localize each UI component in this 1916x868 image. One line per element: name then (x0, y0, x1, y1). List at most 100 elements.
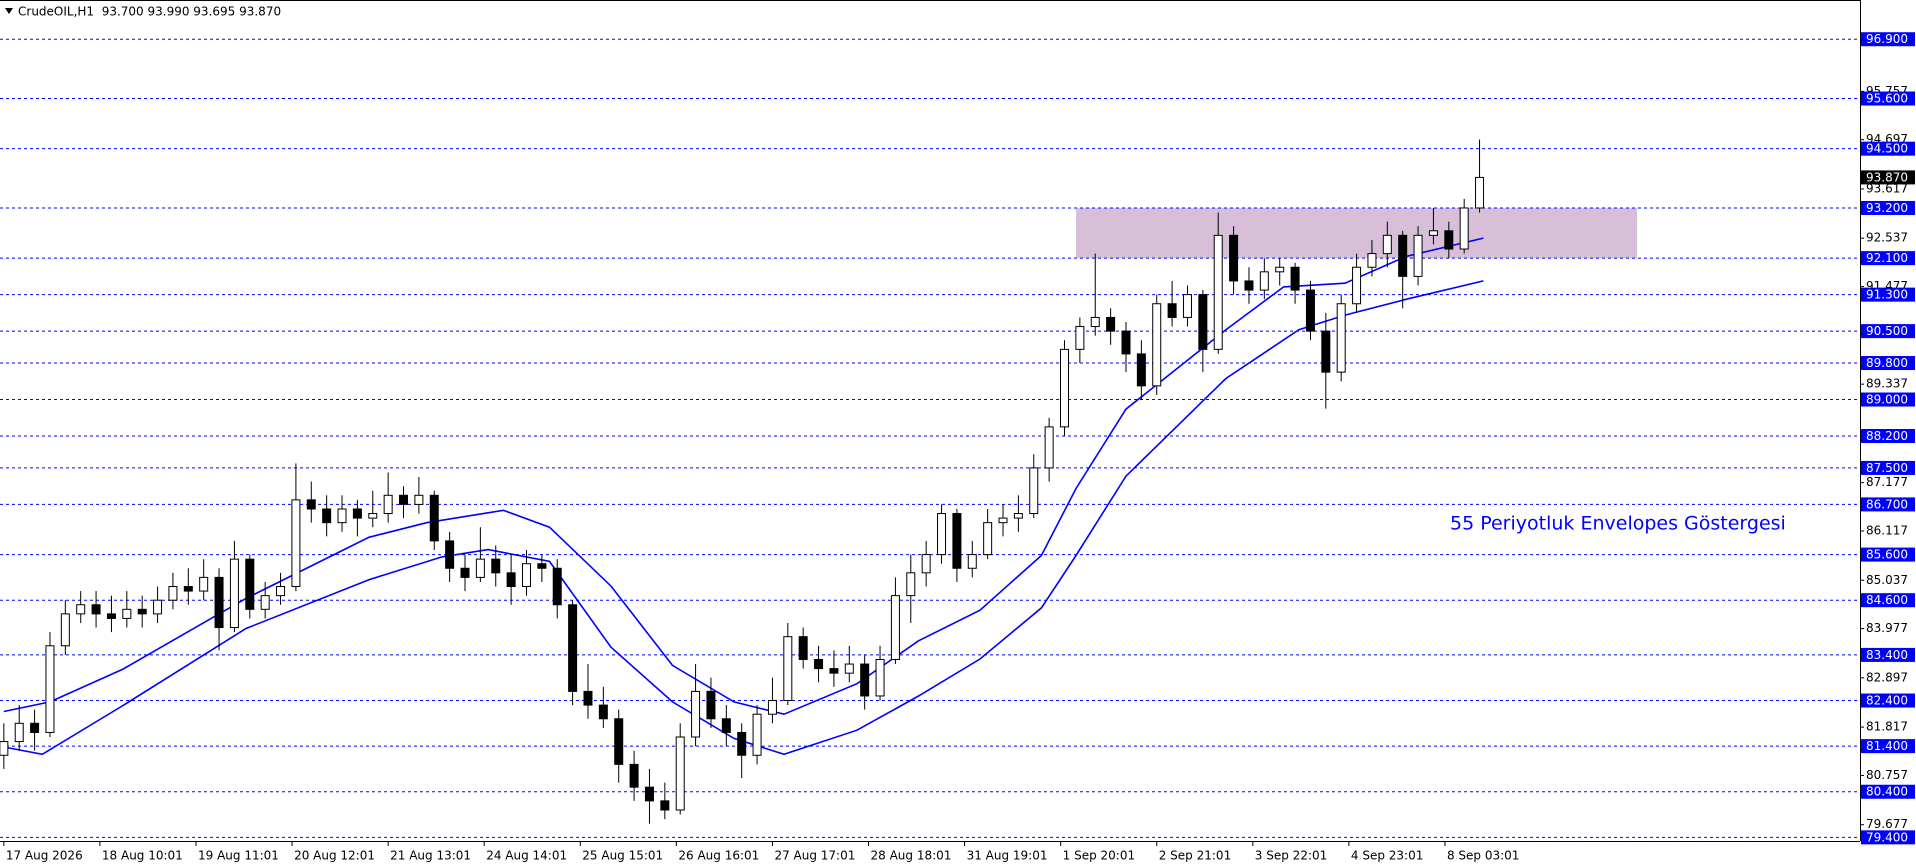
level-label: 85.600 (1866, 548, 1908, 562)
level-label-box (1861, 287, 1915, 302)
last-price-box (1861, 170, 1915, 185)
level-label: 89.000 (1866, 393, 1908, 407)
level-label: 82.400 (1866, 694, 1908, 708)
candle-body (1075, 326, 1085, 350)
candle-body (875, 658, 885, 697)
y-tick-label: 87.177 (1866, 475, 1908, 489)
candle-body (1060, 348, 1070, 428)
level-label-box (1861, 91, 1915, 106)
candle-body (0, 741, 9, 756)
candle-body (844, 663, 854, 674)
x-tick-label: 24 Aug 14:01 (486, 849, 567, 863)
level-label: 96.900 (1866, 32, 1908, 46)
candle-body (352, 508, 362, 519)
candle-body (337, 508, 347, 524)
candle-body (1290, 266, 1300, 291)
envelope-line (3, 280, 1484, 756)
level-label-box (1861, 356, 1915, 371)
candle-body (106, 613, 116, 619)
last-price-label: 93.870 (1866, 170, 1908, 184)
y-tick-label: 80.757 (1866, 768, 1908, 782)
candle-body (614, 718, 624, 765)
candle-body (1013, 513, 1023, 519)
candle-body (245, 558, 255, 610)
candle-body (1244, 280, 1254, 291)
candle-body (598, 704, 608, 720)
candle-body (921, 554, 931, 574)
candle-body (445, 540, 455, 569)
level-label-box (1861, 693, 1915, 708)
candle-body (291, 499, 301, 588)
level-label-box (1861, 141, 1915, 156)
candle-body (199, 576, 209, 592)
candle-body (1152, 303, 1162, 387)
candle-body (475, 558, 485, 578)
candle-body (860, 663, 870, 697)
candle-body (1106, 316, 1116, 332)
level-label: 93.200 (1866, 201, 1908, 215)
x-tick-label: 4 Sep 23:01 (1351, 849, 1423, 863)
candle-body (1259, 271, 1269, 291)
chart-title: CrudeOIL,H1 93.700 93.990 93.695 93.870 (18, 5, 281, 19)
envelope-line (3, 237, 1484, 716)
level-label-box (1861, 429, 1915, 444)
x-tick-label: 28 Aug 18:01 (871, 849, 952, 863)
candle-body (568, 604, 578, 692)
candle-body (890, 595, 900, 660)
level-label-box (1861, 497, 1915, 512)
x-tick-label: 20 Aug 12:01 (294, 849, 375, 863)
level-label: 83.400 (1866, 648, 1908, 662)
candle-body (399, 494, 409, 505)
x-tick-label: 27 Aug 17:01 (774, 849, 855, 863)
candle-body (675, 736, 685, 811)
candle-body (414, 494, 424, 505)
candle-body (829, 668, 839, 674)
x-tick-label: 21 Aug 13:01 (390, 849, 471, 863)
candle-body (60, 613, 70, 647)
candle-body (937, 513, 947, 556)
level-label-box (1861, 32, 1915, 47)
candle-body (798, 636, 808, 660)
candle-body (1382, 234, 1392, 255)
candle-body (183, 586, 193, 592)
level-label: 84.600 (1866, 593, 1908, 607)
candle-body (1352, 266, 1362, 305)
level-label-box (1861, 784, 1915, 799)
candle-body (76, 604, 86, 615)
x-tick-label: 25 Aug 15:01 (582, 849, 663, 863)
level-label-box (1861, 593, 1915, 608)
x-tick-label: 3 Sep 22:01 (1255, 849, 1327, 863)
y-tick-label: 81.817 (1866, 720, 1908, 734)
candle-body (1336, 303, 1346, 373)
x-tick-label: 18 Aug 10:01 (102, 849, 183, 863)
candle-body (460, 567, 470, 578)
candle-body (644, 786, 654, 802)
candle-body (1428, 230, 1438, 236)
candle-body (583, 690, 593, 706)
candle-body (137, 608, 147, 615)
candle-body (91, 604, 101, 615)
candle-body (122, 608, 132, 619)
menu-triangle (5, 8, 13, 14)
candle-body (1090, 316, 1100, 328)
y-tick-label: 93.617 (1866, 181, 1908, 195)
candle-body (1136, 353, 1146, 387)
candle-body (1167, 303, 1177, 318)
candle-body (168, 586, 178, 601)
level-label: 81.400 (1866, 739, 1908, 753)
candle-body (1182, 294, 1192, 318)
candle-body (1459, 207, 1469, 250)
level-label-box (1861, 324, 1915, 339)
candle-body (1029, 467, 1039, 515)
level-label: 91.300 (1866, 288, 1908, 302)
level-label: 86.700 (1866, 497, 1908, 511)
candle-body (721, 718, 731, 733)
x-tick-label: 17 Aug 2026 (6, 849, 83, 863)
candle-body (1367, 253, 1377, 268)
candle-body (14, 722, 24, 743)
candle-body (1444, 230, 1454, 250)
candle-body (1121, 330, 1131, 355)
level-label-box (1861, 200, 1915, 215)
x-tick-label: 26 Aug 16:01 (678, 849, 759, 863)
